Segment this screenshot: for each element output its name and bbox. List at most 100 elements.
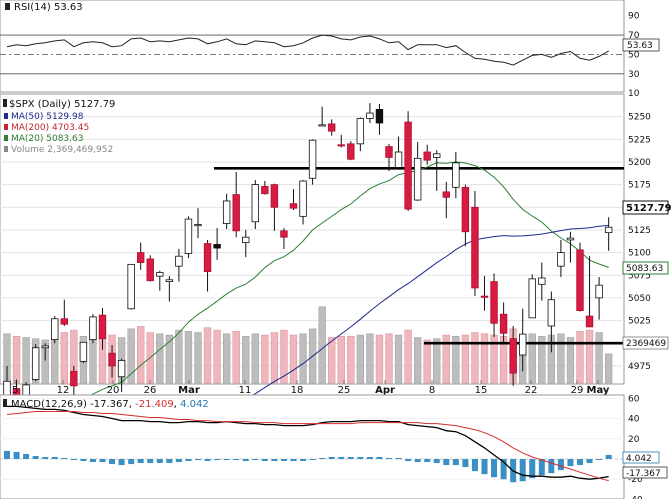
candle-body — [31, 347, 40, 380]
candle-body — [471, 206, 479, 289]
rsi-panel: 90 70 50 30 10 53.63 RSI(14) 53.63 — [0, 0, 660, 99]
macd-signal-line — [6, 411, 609, 482]
macd-histogram-bar — [147, 459, 154, 464]
volume-bar — [366, 333, 374, 384]
candle-body — [366, 112, 374, 119]
candle — [51, 316, 59, 344]
rsi-tick-label: 70 — [628, 31, 640, 41]
candle-body — [528, 278, 536, 319]
candle-body — [108, 352, 116, 367]
candle — [79, 341, 88, 364]
candle-body — [70, 370, 78, 387]
candle — [98, 307, 107, 350]
rsi-axis: 90 70 50 30 10 — [628, 12, 640, 99]
macd-histogram-bar — [319, 457, 326, 459]
candle — [308, 139, 317, 185]
macd-tick-label: 40 — [628, 415, 640, 425]
macd-histogram-bar — [433, 459, 440, 464]
price-panel: 5250522552005175515051255100507550505025… — [0, 93, 672, 503]
date-label: 18 — [291, 385, 304, 396]
candle — [547, 291, 556, 353]
macd-histogram-bar — [271, 459, 278, 462]
volume-bar — [41, 339, 49, 384]
macd-histogram-bar — [414, 459, 421, 463]
macd-histogram-bar — [471, 459, 478, 472]
candle — [280, 228, 288, 249]
macd-tick-label: 60 — [628, 394, 640, 404]
legend-swatch — [4, 135, 8, 141]
candle — [499, 302, 508, 343]
macd-histogram-bar — [557, 459, 564, 471]
legend-item: MA(200) 4703.45 — [11, 123, 89, 133]
candle — [203, 239, 212, 292]
volume-bar — [251, 333, 259, 384]
candle — [261, 181, 269, 195]
candle — [538, 262, 546, 301]
candle — [557, 239, 565, 278]
rsi-label: RSI(14) 53.63 — [5, 2, 83, 13]
date-label: 5 — [12, 385, 18, 396]
macd-histogram-bar — [452, 459, 459, 466]
macd-line — [7, 405, 609, 480]
macd-histogram-bar — [338, 456, 345, 459]
candle-body — [509, 338, 517, 374]
legend-swatch — [4, 124, 8, 130]
volume-bar — [433, 338, 441, 384]
candle — [528, 274, 536, 319]
volume-bar — [280, 329, 288, 384]
volume-bar — [22, 337, 30, 384]
volume-bar — [471, 332, 479, 384]
volume-bar — [538, 335, 546, 384]
date-label: 8 — [429, 385, 435, 396]
macd-histogram-bar — [51, 456, 58, 459]
volume-bar — [137, 326, 145, 384]
volume-bar — [232, 331, 240, 384]
volume-tag-text: 2369469 — [626, 339, 666, 349]
macd-histogram-bar — [596, 459, 603, 460]
macd-line-tag-text: -17.367 — [626, 469, 661, 479]
candle-body — [156, 272, 164, 277]
candle — [89, 314, 97, 344]
macd-histogram-bar — [328, 456, 335, 459]
last-price-tag-text: 5127.79 — [626, 203, 672, 214]
macd-histogram-bar — [242, 459, 249, 462]
volume-bar — [203, 327, 212, 384]
legend-swatch — [4, 146, 8, 152]
price-tick-label: 5075 — [628, 271, 651, 281]
candle-body — [337, 144, 345, 147]
rsi-line — [6, 34, 609, 66]
volume-bar — [156, 333, 164, 384]
candle — [404, 111, 412, 211]
macd-histogram-bar — [376, 456, 383, 459]
date-label: 25 — [338, 385, 351, 396]
candle-body — [89, 316, 97, 340]
price-tick-label: 5025 — [628, 317, 651, 327]
volume-bar — [566, 337, 575, 384]
candle-body — [404, 121, 412, 210]
volume-bar — [213, 329, 221, 384]
macd-axis: 6040200-20-40 — [628, 394, 643, 503]
last-price-tag — [622, 200, 669, 215]
candle-body — [452, 162, 460, 188]
candle-body — [347, 143, 355, 160]
macd-histogram-bar — [366, 456, 373, 459]
date-axis: 5 12 20 26 Mar 11 18 25 Apr 8 15 22 29 May — [12, 380, 610, 396]
candle-body — [461, 186, 470, 233]
candle — [232, 171, 240, 238]
volume-bar — [12, 335, 21, 384]
date-label: 11 — [239, 385, 252, 396]
candle — [117, 358, 126, 393]
macd-histogram-bar — [605, 454, 612, 459]
candle-body — [270, 184, 279, 208]
candle-body — [222, 200, 231, 224]
candle — [175, 248, 183, 282]
date-label: 20 — [107, 385, 120, 396]
volume-bar — [194, 332, 202, 384]
candle-body — [394, 151, 403, 168]
candle-body — [98, 314, 107, 340]
macd-histogram-bar — [290, 459, 297, 462]
candle — [194, 208, 202, 239]
candle-body — [547, 299, 556, 327]
macd-histogram-bar — [491, 459, 498, 478]
candle-body — [327, 123, 336, 132]
